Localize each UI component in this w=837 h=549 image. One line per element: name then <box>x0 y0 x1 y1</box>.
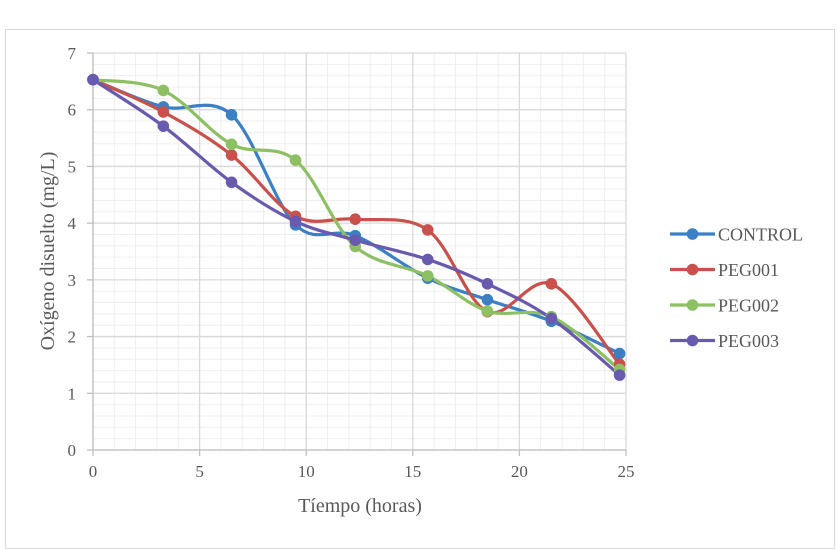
data-point-marker <box>421 270 434 282</box>
legend-item-peg003: PEG003 <box>670 331 779 351</box>
y-tick-label: 3 <box>68 271 77 290</box>
y-tick-label: 7 <box>68 44 77 63</box>
data-point-marker <box>545 312 558 325</box>
data-point-marker <box>289 215 302 228</box>
legend-item-peg001: PEG001 <box>670 260 779 280</box>
y-axis-tick-labels: 0 1 2 3 4 5 6 7 <box>68 44 77 460</box>
data-point-marker <box>421 253 434 266</box>
data-point-marker <box>545 278 558 290</box>
data-point-marker <box>613 369 626 381</box>
legend-label: CONTROL <box>718 225 803 245</box>
series-line-peg001 <box>91 78 622 366</box>
x-tick-label: 15 <box>404 462 421 481</box>
data-point-marker <box>225 176 238 189</box>
data-point-marker <box>157 84 170 97</box>
x-tick-label: 5 <box>195 462 204 481</box>
x-tick-label: 0 <box>89 462 98 481</box>
y-tick-label: 0 <box>68 441 77 460</box>
data-point-marker <box>349 234 362 246</box>
legend-marker-icon <box>686 228 699 240</box>
series-markers-peg003 <box>87 73 626 381</box>
y-tick-label: 1 <box>68 384 77 403</box>
legend-marker-icon <box>686 334 699 347</box>
x-tick-label: 20 <box>511 462 528 481</box>
data-point-marker <box>157 120 170 132</box>
data-point-marker <box>225 138 238 151</box>
data-point-marker <box>225 149 238 161</box>
series-markers <box>87 73 626 381</box>
data-point-marker <box>225 109 238 121</box>
y-axis-title: Oxígeno disuelto (mg/L) <box>37 152 59 351</box>
data-point-marker <box>349 213 362 225</box>
x-tick-label: 25 <box>618 462 635 481</box>
legend-item-peg002: PEG002 <box>670 296 779 316</box>
chart-frame <box>5 29 835 549</box>
data-point-marker <box>481 305 494 317</box>
axes <box>87 52 627 456</box>
x-axis-title: Tíempo (horas) <box>298 495 422 517</box>
legend: CONTROL PEG001 PEG002 PEG003 <box>670 225 803 351</box>
line-chart: 0 1 2 3 4 5 6 7 0 5 10 15 20 25 Oxígeno disuelto (mg… <box>37 44 803 517</box>
x-tick-label: 10 <box>298 462 315 481</box>
data-point-marker <box>157 106 170 118</box>
legend-label: PEG002 <box>718 296 779 316</box>
y-tick-label: 6 <box>68 101 77 120</box>
data-point-marker <box>289 154 302 166</box>
y-tick-label: 5 <box>68 157 77 176</box>
legend-marker-icon <box>686 299 699 311</box>
legend-label: PEG001 <box>718 260 779 280</box>
legend-marker-icon <box>686 263 699 276</box>
x-axis-tick-labels: 0 5 10 15 20 25 <box>89 462 635 481</box>
y-tick-label: 2 <box>68 328 77 347</box>
legend-item-control: CONTROL <box>670 225 803 245</box>
data-point-marker <box>87 73 99 86</box>
data-point-marker <box>481 278 494 290</box>
data-point-marker <box>481 293 494 306</box>
y-tick-label: 4 <box>68 214 77 233</box>
data-point-marker <box>421 224 434 236</box>
data-point-marker <box>613 347 626 360</box>
legend-label: PEG003 <box>718 331 779 351</box>
